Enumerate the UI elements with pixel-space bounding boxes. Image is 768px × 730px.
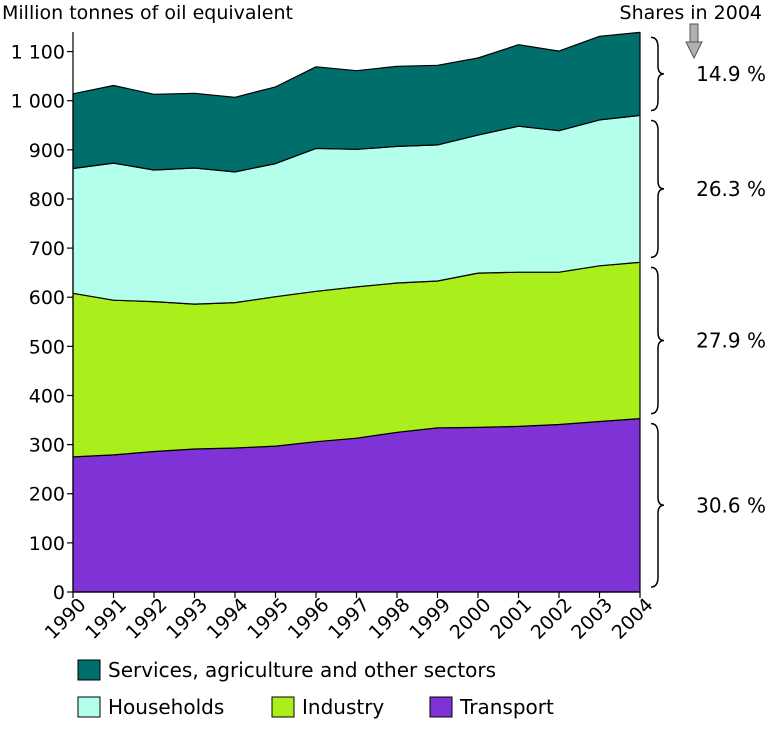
shares-title: Shares in 2004 [620,2,762,24]
y-tick-label: 400 [29,385,65,407]
y-tick-label: 1 000 [11,91,65,113]
share-braces: 30.6 % 27.9 % 26.3 % 14.9 % [650,36,766,588]
x-tick-label: 2000 [446,594,496,644]
legend-swatch [429,696,453,718]
x-tick-label: 2001 [486,594,536,644]
y-tick-labels: 0 100 200 300 400 500 600 700 800 900 1 000 1 100 [11,42,65,604]
legend-swatch [271,696,295,718]
y-tick-label: 1 100 [11,42,65,64]
legend-label: Transport [459,695,554,719]
x-tick-labels: 1990199119921993199419951996199719981999… [41,594,658,644]
y-tick-label: 800 [29,189,65,211]
x-tick-label: 1999 [405,594,455,644]
y-tick-label: 200 [29,484,65,506]
x-tick-label: 1995 [243,594,293,644]
legend-label: Industry [302,695,384,719]
share-brace [650,422,665,588]
x-tick-label: 2002 [527,594,577,644]
x-tick-label: 1991 [81,594,131,644]
legend: Services, agriculture and other sectors H… [77,658,554,719]
y-tick-label: 0 [53,582,65,604]
x-tick-label: 1992 [122,594,172,644]
share-label: 30.6 % [696,493,766,517]
area-services-agriculture [72,31,641,173]
y-tick-label: 300 [29,435,65,457]
legend-swatch [77,696,101,718]
y-tick-label: 600 [29,287,65,309]
share-label: 14.9 % [696,62,766,86]
x-tick-label: 1996 [284,594,334,644]
x-tick-label: 1993 [162,594,212,644]
axes-group [67,32,641,598]
legend-label: Households [108,695,224,719]
shares-arrow-icon [685,23,703,60]
y-tick-label: 900 [29,140,65,162]
y-tick-label: 100 [29,533,65,555]
legend-label: Services, agriculture and other sectors [108,658,496,682]
x-tick-label: 1998 [365,594,415,644]
share-brace [650,36,665,112]
x-tick-label: 2003 [567,594,617,644]
y-tick-label: 500 [29,336,65,358]
share-brace [650,119,665,259]
areas-group [72,31,641,593]
share-label: 26.3 % [696,177,766,201]
legend-swatch [77,659,101,681]
y-axis-title: Million tonnes of oil equivalent [2,2,293,24]
y-tick-label: 700 [29,238,65,260]
share-label: 27.9 % [696,328,766,352]
x-tick-label: 1990 [41,594,91,644]
share-brace [650,266,665,415]
x-tick-label: 1994 [203,594,253,644]
x-tick-label: 1997 [324,594,374,644]
x-tick-label: 2004 [608,594,658,644]
